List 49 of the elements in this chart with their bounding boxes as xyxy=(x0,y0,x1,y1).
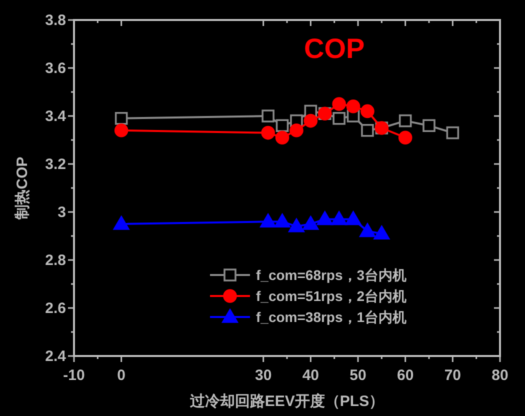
y-tick-label: 3 xyxy=(58,204,66,221)
point xyxy=(360,104,374,118)
point xyxy=(316,211,333,226)
point xyxy=(332,112,346,125)
point xyxy=(345,211,362,226)
point xyxy=(274,214,290,228)
x-tick-label: 50 xyxy=(350,367,366,384)
point xyxy=(331,211,347,226)
point xyxy=(113,216,130,230)
point xyxy=(260,214,276,228)
point xyxy=(276,119,289,132)
text: COP xyxy=(304,33,365,64)
y-tick-label: 2.4 xyxy=(45,348,67,365)
x-axis-title: 过冷却回路EEV开度（PLS） xyxy=(188,392,384,410)
x-tick-label: 0 xyxy=(117,367,126,384)
legend-label: f_com=51rps，2台内机 xyxy=(256,288,407,304)
point xyxy=(114,124,128,138)
point xyxy=(374,226,390,240)
y-tick-label: 3.6 xyxy=(45,60,66,77)
y-axis-title: 制热COP xyxy=(14,156,31,220)
x-tick-label: 60 xyxy=(396,367,414,384)
x-tick-label: 30 xyxy=(254,367,272,384)
point xyxy=(398,114,412,128)
point xyxy=(261,126,275,140)
point xyxy=(275,130,290,144)
y-tick-label: 3.2 xyxy=(45,156,66,173)
point xyxy=(446,126,460,140)
point xyxy=(114,112,128,125)
point xyxy=(262,110,274,122)
legend-label: f_com=38rps，1台内机 xyxy=(256,309,407,325)
x-tick-label: 70 xyxy=(444,367,462,384)
y-tick-label: 3.4 xyxy=(45,108,67,125)
y-tick-label: 2.8 xyxy=(45,252,66,269)
x-tick-label: 80 xyxy=(492,367,508,384)
point xyxy=(346,100,360,114)
point xyxy=(360,223,376,238)
point xyxy=(422,119,436,132)
point xyxy=(304,114,318,128)
x-tick-label: 40 xyxy=(302,367,320,384)
point xyxy=(361,124,374,137)
legend-label: f_com=68rps，3台内机 xyxy=(256,267,407,283)
point xyxy=(290,124,304,138)
y-tick-label: 2.6 xyxy=(45,300,66,317)
y-tick-label: 3.8 xyxy=(45,12,66,29)
point xyxy=(302,216,319,230)
point xyxy=(398,130,412,144)
point xyxy=(288,218,304,232)
point xyxy=(332,97,346,111)
x-tick-label: -10 xyxy=(63,367,85,384)
